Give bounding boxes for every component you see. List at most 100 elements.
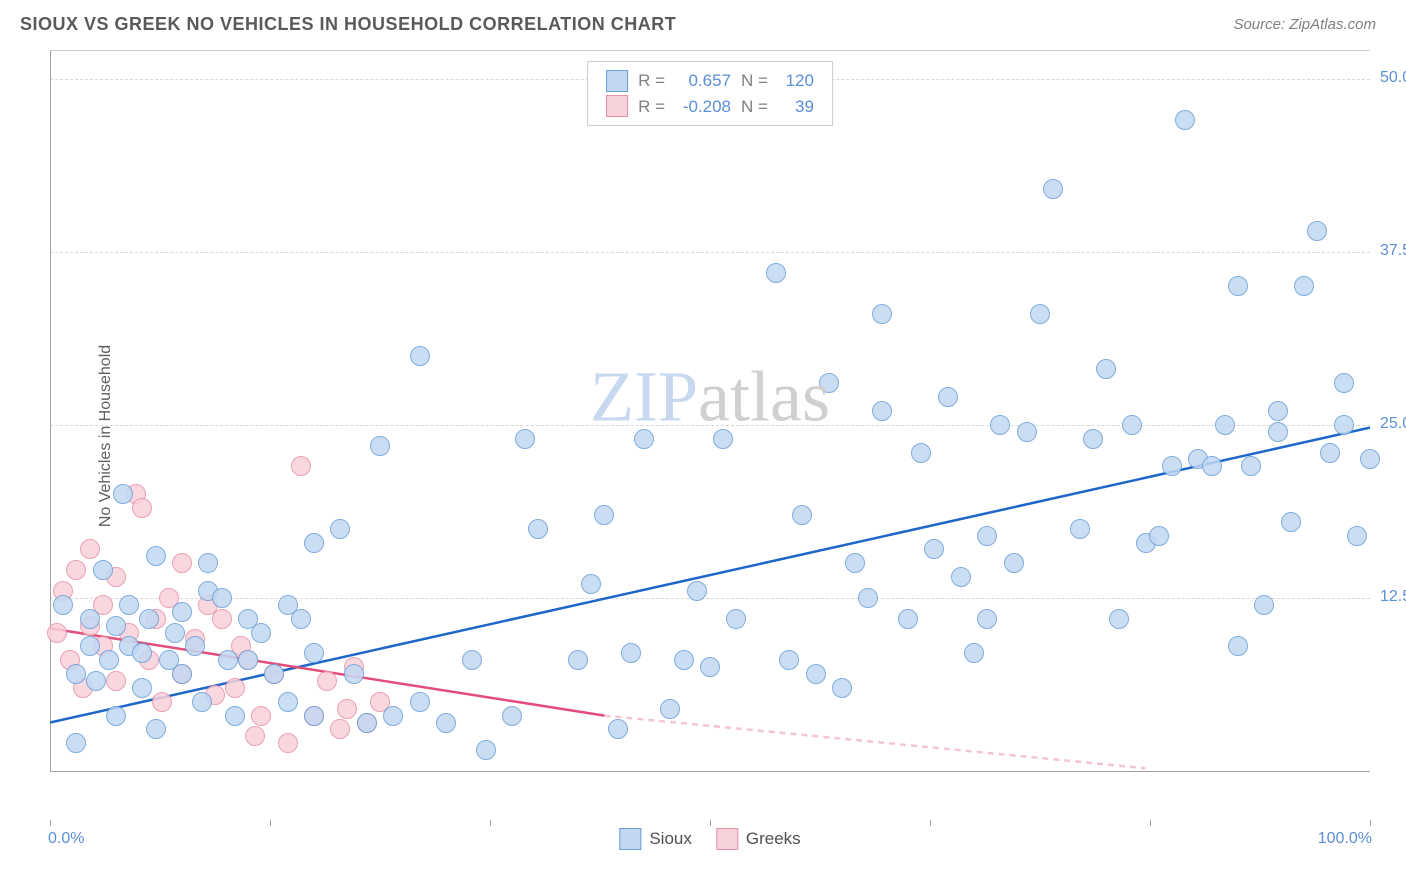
point-sioux [436, 713, 456, 733]
point-sioux [502, 706, 522, 726]
legend-row-sioux: R = 0.657 N = 120 [606, 68, 814, 94]
legend-correlation: R = 0.657 N = 120 R = -0.208 N = 39 [587, 61, 833, 126]
point-sioux [1254, 595, 1274, 615]
swatch-greeks [606, 95, 628, 117]
point-sioux [581, 574, 601, 594]
point-sioux [344, 664, 364, 684]
point-sioux [1241, 456, 1261, 476]
point-greeks [278, 733, 298, 753]
point-sioux [330, 519, 350, 539]
point-greeks [317, 671, 337, 691]
x-tick-mark [930, 820, 931, 826]
point-sioux [106, 616, 126, 636]
point-sioux [172, 664, 192, 684]
n-label: N = [741, 68, 768, 94]
point-sioux [278, 692, 298, 712]
point-sioux [515, 429, 535, 449]
point-sioux [410, 692, 430, 712]
point-sioux [924, 539, 944, 559]
legend-item-greeks: Greeks [716, 828, 801, 850]
point-sioux [212, 588, 232, 608]
point-sioux [726, 609, 746, 629]
point-sioux [832, 678, 852, 698]
y-axis-label: No Vehicles in Household [97, 344, 115, 526]
point-sioux [1162, 456, 1182, 476]
point-sioux [304, 643, 324, 663]
point-sioux [66, 664, 86, 684]
x-tick-mark [50, 820, 51, 826]
y-tick-label: 37.5% [1380, 242, 1406, 260]
swatch-sioux [619, 828, 641, 850]
point-sioux [1347, 526, 1367, 546]
point-sioux [1122, 415, 1142, 435]
point-sioux [66, 733, 86, 753]
point-sioux [192, 692, 212, 712]
r-label: R = [638, 68, 665, 94]
n-value-greeks: 39 [778, 94, 814, 120]
point-sioux [370, 436, 390, 456]
point-greeks [212, 609, 232, 629]
point-sioux [858, 588, 878, 608]
point-sioux [1096, 359, 1116, 379]
point-sioux [198, 553, 218, 573]
legend-label-sioux: Sioux [649, 829, 692, 849]
point-sioux [132, 643, 152, 663]
point-sioux [911, 443, 931, 463]
x-axis-line [50, 771, 1370, 772]
point-sioux [132, 678, 152, 698]
trend-lines [50, 51, 1370, 821]
point-sioux [977, 609, 997, 629]
point-sioux [410, 346, 430, 366]
n-value-sioux: 120 [778, 68, 814, 94]
point-sioux [80, 609, 100, 629]
point-sioux [1109, 609, 1129, 629]
point-sioux [218, 650, 238, 670]
point-sioux [634, 429, 654, 449]
point-greeks [66, 560, 86, 580]
point-sioux [304, 706, 324, 726]
point-sioux [225, 706, 245, 726]
point-sioux [119, 595, 139, 615]
point-greeks [291, 456, 311, 476]
point-sioux [1070, 519, 1090, 539]
point-sioux [938, 387, 958, 407]
point-sioux [528, 519, 548, 539]
point-sioux [977, 526, 997, 546]
point-sioux [1307, 221, 1327, 241]
x-tick-right: 100.0% [1318, 830, 1372, 848]
x-tick-mark [1370, 820, 1371, 826]
point-sioux [165, 623, 185, 643]
point-sioux [660, 699, 680, 719]
point-sioux [1294, 276, 1314, 296]
gridline-h [50, 425, 1370, 426]
point-greeks [245, 726, 265, 746]
point-sioux [462, 650, 482, 670]
point-sioux [1268, 401, 1288, 421]
y-tick-label: 25.0% [1380, 415, 1406, 433]
point-sioux [1281, 512, 1301, 532]
point-sioux [1215, 415, 1235, 435]
point-sioux [1043, 179, 1063, 199]
point-sioux [806, 664, 826, 684]
point-sioux [608, 719, 628, 739]
swatch-greeks [716, 828, 738, 850]
x-tick-mark [490, 820, 491, 826]
point-sioux [674, 650, 694, 670]
point-sioux [1149, 526, 1169, 546]
point-sioux [383, 706, 403, 726]
legend-series: Sioux Greeks [619, 828, 800, 850]
point-greeks [47, 623, 67, 643]
legend-row-greeks: R = -0.208 N = 39 [606, 94, 814, 120]
point-sioux [621, 643, 641, 663]
point-sioux [1228, 276, 1248, 296]
point-sioux [1202, 456, 1222, 476]
point-sioux [1360, 449, 1380, 469]
point-sioux [357, 713, 377, 733]
y-tick-label: 12.5% [1380, 588, 1406, 606]
point-sioux [766, 263, 786, 283]
gridline-h [50, 598, 1370, 599]
point-sioux [304, 533, 324, 553]
point-sioux [113, 484, 133, 504]
point-sioux [146, 546, 166, 566]
point-sioux [146, 719, 166, 739]
